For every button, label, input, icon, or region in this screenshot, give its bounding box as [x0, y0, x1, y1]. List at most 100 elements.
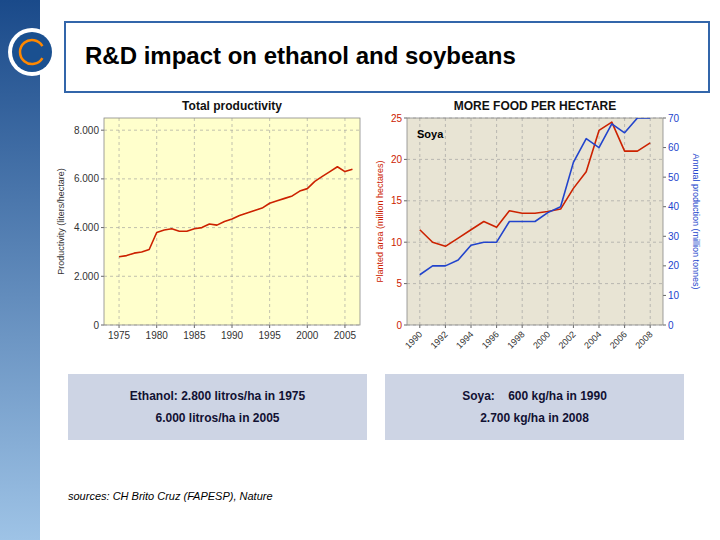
tick: [650, 325, 651, 328]
tick-label: 1990: [403, 329, 424, 350]
tick-label: 10: [668, 290, 680, 301]
tick: [663, 177, 666, 178]
tick: [663, 118, 666, 119]
tick: [663, 206, 666, 207]
grid-line: [547, 118, 548, 325]
series-line: [420, 122, 650, 246]
title: R&D impact on ethanol and soybeans: [85, 42, 516, 69]
tick: [445, 325, 446, 328]
grid-line: [573, 118, 574, 325]
tick: [663, 295, 666, 296]
grid-line: [419, 118, 420, 325]
plot-background: [104, 118, 360, 325]
tick-label: 1994: [454, 329, 475, 350]
logo-bg: [8, 28, 56, 76]
grid-line: [471, 118, 472, 325]
grid-line: [307, 118, 308, 325]
tick-label: 2005: [334, 330, 357, 341]
tick-label: 40: [668, 201, 680, 212]
caption: 2.700 kg/ha in 2008: [480, 411, 589, 425]
title-box: [65, 22, 709, 92]
tick: [599, 325, 600, 328]
tick-label: 1992: [429, 329, 450, 350]
tick: [404, 325, 407, 326]
tick: [156, 325, 157, 328]
tick-label: 25: [391, 113, 403, 124]
series-line: [119, 167, 352, 257]
grid-line: [156, 118, 157, 325]
tick-label: 2004: [582, 329, 603, 350]
grid-line: [445, 118, 446, 325]
tick-label: 0: [668, 320, 674, 331]
tick: [522, 325, 523, 328]
tick-label: 0: [396, 320, 402, 331]
tick: [404, 242, 407, 243]
tick-label: 1985: [183, 330, 206, 341]
tick: [663, 147, 666, 148]
grid-line: [407, 283, 663, 284]
tick: [269, 325, 270, 328]
tick: [471, 325, 472, 328]
caption-box: [68, 374, 367, 440]
tick: [663, 236, 666, 237]
series-group: [119, 167, 352, 257]
grid-line: [496, 118, 497, 325]
caption: Ethanol: 2.800 litros/ha in 1975: [130, 389, 306, 403]
tick-label: 1998: [505, 329, 526, 350]
tick: [419, 325, 420, 328]
tick-label: 2002: [557, 329, 578, 350]
tick: [573, 325, 574, 328]
tick-label: 8.000: [74, 125, 99, 136]
grid-line: [599, 118, 600, 325]
tick-label: 1980: [146, 330, 169, 341]
tick: [194, 325, 195, 328]
tick: [404, 118, 407, 119]
chart: 0510152025010203040506070199019921994199…: [375, 99, 701, 440]
plot-frame: [104, 118, 360, 325]
sources: sources: CH Brito Cruz (FAPESP), Nature: [68, 490, 273, 502]
grid-line: [407, 200, 663, 201]
chart: 02.0004.0006.0008.0001975198019851990199…: [56, 99, 367, 440]
grid-line: [194, 118, 195, 325]
tick: [404, 200, 407, 201]
logo-arc: [20, 40, 42, 64]
caption: 6.000 litros/ha in 2005: [155, 411, 279, 425]
tick-label: 30: [668, 231, 680, 242]
tick: [496, 325, 497, 328]
axis-label: Annual production (million tonnes): [691, 153, 701, 289]
tick-label: 2008: [633, 329, 654, 350]
sidebar: [0, 0, 40, 540]
axis-label: Productivity (liters/hectare): [56, 168, 66, 275]
series-line: [420, 118, 650, 275]
tick-label: 2006: [608, 329, 629, 350]
tick-label: 1995: [259, 330, 282, 341]
tick-label: 1996: [480, 329, 501, 350]
tick: [663, 325, 666, 326]
grid-line: [269, 118, 270, 325]
chart-title: MORE FOOD PER HECTARE: [454, 99, 616, 113]
series-group: [420, 118, 650, 275]
tick-label: 20: [668, 260, 680, 271]
tick: [101, 325, 104, 326]
tick-label: 50: [668, 172, 680, 183]
tick-label: 2000: [296, 330, 319, 341]
tick: [101, 130, 104, 131]
axis-label: Planted area (million hectares): [375, 160, 385, 282]
tick-label: 10: [391, 237, 403, 248]
tick: [232, 325, 233, 328]
tick-label: 6.000: [74, 173, 99, 184]
page: R&D impact on ethanol and soybeans02.000…: [0, 0, 720, 540]
logo: [12, 32, 52, 72]
grid-line: [119, 118, 120, 325]
tick: [547, 325, 548, 328]
grid-line: [407, 242, 663, 243]
tick-label: 1990: [221, 330, 244, 341]
tick-label: 2000: [531, 329, 552, 350]
caption: Soya: 600 kg/ha in 1990: [462, 389, 607, 403]
tick: [663, 265, 666, 266]
tick: [307, 325, 308, 328]
tick: [119, 325, 120, 328]
tick: [404, 159, 407, 160]
tick: [101, 178, 104, 179]
tick: [624, 325, 625, 328]
